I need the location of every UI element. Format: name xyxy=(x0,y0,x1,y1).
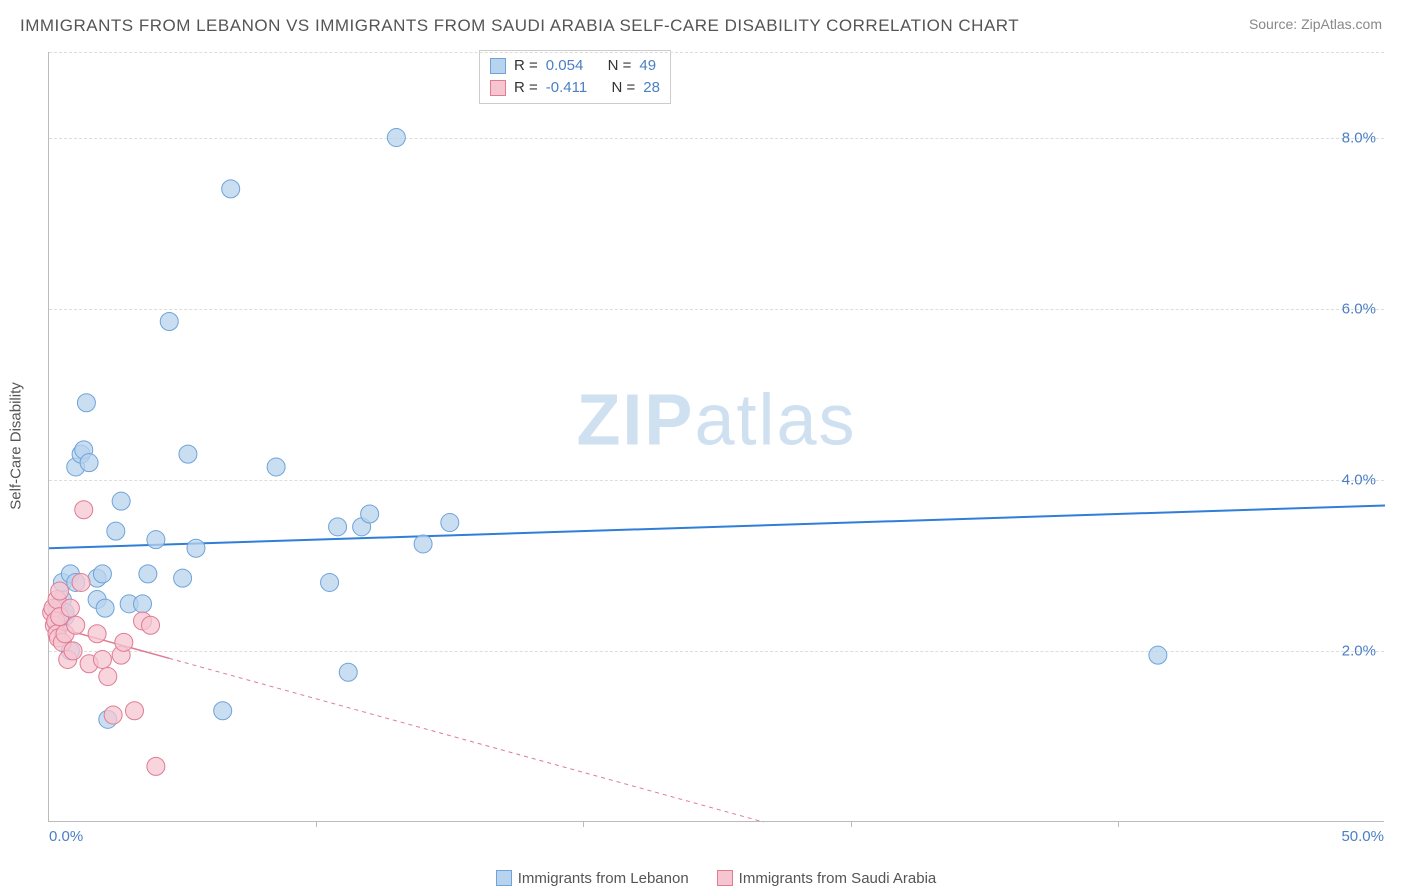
data-point xyxy=(72,573,90,591)
legend-item: Immigrants from Lebanon xyxy=(496,870,689,887)
data-point xyxy=(75,501,93,519)
data-point xyxy=(64,642,82,660)
data-point xyxy=(93,565,111,583)
data-point xyxy=(339,663,357,681)
data-point xyxy=(115,633,133,651)
data-point xyxy=(80,454,98,472)
data-point xyxy=(126,702,144,720)
data-point xyxy=(174,569,192,587)
legend-item: Immigrants from Saudi Arabia xyxy=(717,870,937,887)
data-point xyxy=(112,492,130,510)
data-point xyxy=(99,668,117,686)
series-legend: Immigrants from Lebanon Immigrants from S… xyxy=(48,870,1384,891)
data-point xyxy=(142,616,160,634)
data-point xyxy=(214,702,232,720)
data-point xyxy=(387,129,405,147)
data-point xyxy=(67,616,85,634)
data-point xyxy=(139,565,157,583)
trendline xyxy=(49,505,1385,548)
data-point xyxy=(104,706,122,724)
data-point xyxy=(147,757,165,775)
y-axis-label: Self-Care Disability xyxy=(8,382,25,510)
x-tick-label: 50.0% xyxy=(1341,828,1384,845)
scatter-svg xyxy=(49,52,1385,822)
trendline-extrapolation xyxy=(169,658,763,822)
x-tick-label: 0.0% xyxy=(49,828,83,845)
chart-title: IMMIGRANTS FROM LEBANON VS IMMIGRANTS FR… xyxy=(20,16,1019,36)
data-point xyxy=(329,518,347,536)
data-point xyxy=(61,599,79,617)
data-point xyxy=(77,394,95,412)
data-point xyxy=(321,573,339,591)
legend-swatch xyxy=(717,870,733,886)
plot-region: ZIPatlas R = 0.054 N = 49R = -0.411 N = … xyxy=(48,52,1384,822)
data-point xyxy=(96,599,114,617)
chart-area: ZIPatlas R = 0.054 N = 49R = -0.411 N = … xyxy=(48,52,1384,842)
data-point xyxy=(1149,646,1167,664)
data-point xyxy=(179,445,197,463)
data-point xyxy=(107,522,125,540)
data-point xyxy=(160,313,178,331)
data-point xyxy=(51,582,69,600)
data-point xyxy=(93,650,111,668)
source-label: Source: ZipAtlas.com xyxy=(1249,16,1382,32)
data-point xyxy=(134,595,152,613)
legend-swatch xyxy=(496,870,512,886)
data-point xyxy=(267,458,285,476)
data-point xyxy=(222,180,240,198)
data-point xyxy=(88,625,106,643)
data-point xyxy=(187,539,205,557)
data-point xyxy=(147,531,165,549)
data-point xyxy=(441,514,459,532)
data-point xyxy=(414,535,432,553)
data-point xyxy=(361,505,379,523)
